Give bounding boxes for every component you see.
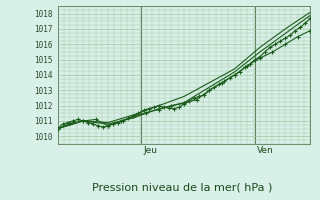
Text: Jeu: Jeu xyxy=(144,146,157,155)
Text: Ven: Ven xyxy=(257,146,274,155)
Text: Pression niveau de la mer( hPa ): Pression niveau de la mer( hPa ) xyxy=(92,182,273,192)
